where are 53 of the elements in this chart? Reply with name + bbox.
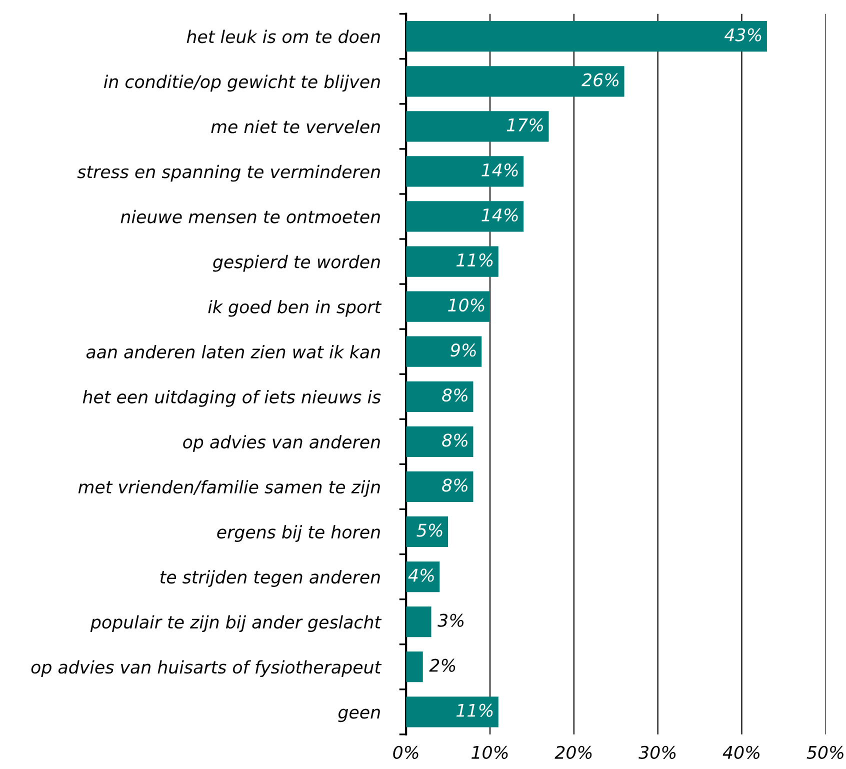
data-label: 5% bbox=[416, 524, 442, 537]
y-tick-label: stress en spanning te verminderen bbox=[77, 164, 380, 182]
data-label: 4% bbox=[408, 568, 434, 582]
data-label: 43% bbox=[724, 28, 762, 42]
bar bbox=[406, 652, 423, 682]
y-tick-label: geen bbox=[338, 708, 380, 722]
data-label: 8% bbox=[442, 478, 468, 492]
data-label: 14% bbox=[482, 208, 518, 222]
data-label: 17% bbox=[506, 118, 543, 132]
x-tick-label: 40% bbox=[722, 746, 760, 759]
data-label: 26% bbox=[582, 73, 618, 86]
bar bbox=[406, 336, 482, 367]
data-label: 10% bbox=[448, 298, 484, 312]
y-tick-label: in conditie/op gewicht te blijven bbox=[104, 74, 380, 92]
bar bbox=[406, 696, 498, 728]
bar bbox=[406, 246, 498, 277]
data-label: 14% bbox=[482, 163, 518, 176]
y-tick-label: ik goed ben in sport bbox=[208, 300, 382, 317]
y-tick-label: met vrienden/familie samen te zijn bbox=[78, 480, 380, 497]
bar bbox=[406, 291, 490, 322]
data-label: 9% bbox=[450, 344, 476, 357]
y-tick-label: gespierd te worden bbox=[213, 254, 380, 272]
y-tick-label: me niet te vervelen bbox=[211, 120, 380, 134]
data-label: 8% bbox=[442, 434, 468, 447]
data-label: 11% bbox=[456, 704, 493, 717]
data-label: 3% bbox=[438, 614, 464, 627]
bar bbox=[406, 471, 474, 502]
bar bbox=[406, 111, 549, 142]
x-tick-label: 30% bbox=[638, 746, 676, 759]
bar bbox=[406, 381, 474, 412]
x-tick-label: 0% bbox=[393, 746, 418, 759]
x-tick-label: 50% bbox=[806, 746, 844, 759]
bar bbox=[406, 21, 767, 52]
y-tick-label: het leuk is om te doen bbox=[186, 30, 380, 44]
y-tick-label: op advies van anderen bbox=[183, 435, 380, 452]
y-tick-label: ergens bij te horen bbox=[217, 525, 380, 542]
bar bbox=[406, 156, 524, 187]
y-tick-label: te strijden tegen anderen bbox=[160, 570, 380, 587]
bar bbox=[406, 66, 624, 97]
x-tick-label: 10% bbox=[472, 746, 508, 759]
y-tick-label: het een uitdaging of iets nieuws is bbox=[82, 390, 381, 407]
data-label: 2% bbox=[429, 658, 456, 672]
y-tick-label: op advies van huisarts of fysiotherapeut bbox=[31, 660, 382, 678]
y-tick-label: populair te zijn bij ander geslacht bbox=[90, 615, 382, 632]
data-label: 8% bbox=[442, 388, 468, 402]
data-label: 11% bbox=[456, 253, 493, 267]
bar bbox=[406, 201, 524, 232]
y-tick-label: nieuwe mensen te ontmoeten bbox=[120, 210, 380, 224]
y-tick-label: aan anderen laten zien wat ik kan bbox=[86, 345, 380, 358]
bar bbox=[406, 516, 448, 548]
bar bbox=[406, 426, 474, 457]
bar bbox=[406, 606, 432, 638]
x-tick-label: 20% bbox=[554, 746, 592, 759]
